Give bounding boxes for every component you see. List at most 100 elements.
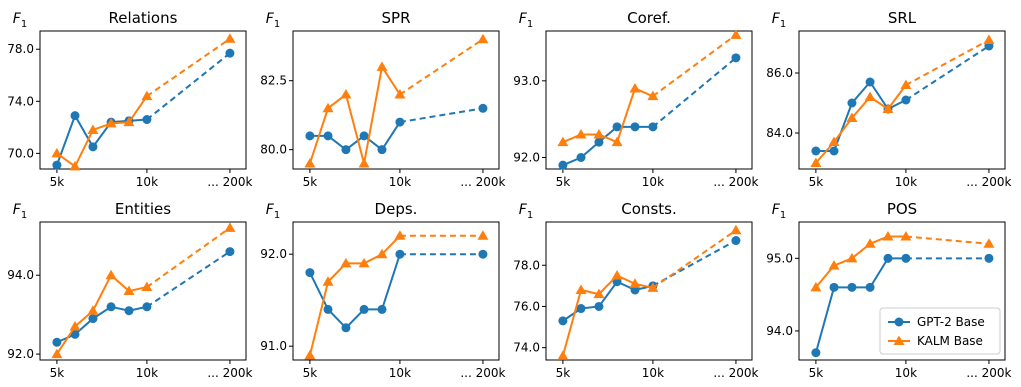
data-point-kalm [575,129,587,139]
data-point-kalm [629,83,641,93]
y-tick-label: 94.0 [7,268,34,282]
data-point-kalm [105,269,117,280]
series-extrapolation-kalm [146,227,231,288]
plot-frame [798,30,1006,170]
data-point-gpt2 [558,160,568,170]
series-extrapolation-gpt2 [652,239,737,287]
data-point-kalm [810,281,822,292]
data-point-gpt2 [52,337,62,347]
data-point-gpt2 [865,282,875,292]
data-point-kalm [358,257,370,268]
y-tick-label: 84.0 [766,126,793,140]
data-point-kalm [358,157,370,168]
x-tick-label: ... 200k [207,175,252,189]
y-tick-label: 86.0 [766,66,793,80]
y-axis-label: F1 [519,11,533,30]
data-point-kalm [983,238,995,248]
x-tick-label: 5k [303,175,318,189]
data-point-kalm [69,320,81,331]
legend-label-kalm: KALM Base [917,334,983,348]
data-point-gpt2 [323,131,333,141]
series-line-gpt2 [308,253,401,330]
plot-frame [292,221,500,361]
data-point-gpt2 [576,304,586,314]
data-point-kalm [141,281,153,292]
data-point-gpt2 [124,306,134,316]
data-point-gpt2 [847,282,857,292]
data-point-gpt2 [305,268,315,278]
data-point-kalm [322,102,334,113]
x-tick-label: 5k [809,175,824,189]
y-axis-label: F1 [519,202,533,221]
data-point-kalm [900,231,912,241]
series-extrapolation-kalm [652,229,737,289]
data-point-kalm [828,136,840,146]
data-point-kalm [376,61,388,71]
data-point-gpt2 [142,115,152,125]
data-point-gpt2 [594,137,604,147]
x-tick-label: 10k [895,175,917,189]
data-point-kalm [304,349,316,360]
data-point-kalm [394,230,406,240]
data-point-gpt2 [901,95,911,105]
plot-frame [545,30,753,170]
data-point-kalm [900,79,912,89]
data-point-kalm [730,224,742,235]
data-point-gpt2 [225,48,235,58]
data-point-gpt2 [731,236,741,246]
y-axis-label: F1 [266,11,280,30]
series-line-gpt2 [815,80,907,152]
data-point-kalm [87,305,99,315]
y-tick-label: 80.0 [260,143,287,157]
data-point-kalm [69,160,81,171]
series-line-kalm [56,273,148,355]
series-extrapolation-kalm [905,39,990,86]
x-tick-label: 5k [50,175,65,189]
data-point-kalm [882,103,894,113]
data-point-kalm [882,231,894,241]
data-point-gpt2 [52,160,62,170]
data-point-gpt2 [142,302,152,312]
data-point-kalm [647,90,659,101]
x-tick-label: ... 200k [460,175,505,189]
chart-title: Coref. [627,9,671,27]
data-point-gpt2 [630,122,640,132]
data-point-kalm [340,257,352,268]
legend-marker-kalm [893,335,905,345]
data-point-kalm [105,117,117,128]
series-line-kalm [56,95,148,168]
chart-panel: Coref. F1 92.0 93.0 5k 10k ... 200k [513,9,758,189]
x-tick-label: 10k [642,175,664,189]
series-extrapolation-kalm [146,37,231,97]
x-tick-label: 10k [389,175,411,189]
x-tick-label: ... 200k [966,366,1011,380]
x-tick-label: ... 200k [460,366,505,380]
data-point-kalm [51,348,63,359]
y-tick-label: 92.0 [7,347,34,361]
data-point-kalm [224,33,236,43]
chart-title: Relations [109,9,178,27]
x-tick-label: ... 200k [713,366,758,380]
data-point-gpt2 [341,145,351,155]
data-point-gpt2 [829,146,839,156]
data-point-gpt2 [225,247,235,257]
y-tick-label: 78.0 [7,42,34,56]
y-tick-label: 94.0 [766,324,793,338]
data-point-kalm [477,33,489,44]
chart-title: POS [887,200,917,218]
data-point-kalm [611,270,623,280]
data-point-kalm [477,230,489,240]
y-tick-label: 76.0 [513,299,540,313]
data-point-kalm [983,34,995,44]
series-line-kalm [308,235,401,356]
y-tick-label: 74.0 [7,94,34,108]
data-point-gpt2 [829,282,839,292]
data-point-kalm [593,288,605,299]
legend-marker-gpt2 [894,317,904,327]
data-point-gpt2 [88,314,98,324]
chart-panel: Deps. F1 91.0 92.0 5k 10k ... 200k [260,200,505,380]
data-point-kalm [864,91,876,101]
series-extrapolation-kalm [399,38,484,96]
data-point-gpt2 [377,304,387,314]
data-point-kalm [611,136,623,147]
